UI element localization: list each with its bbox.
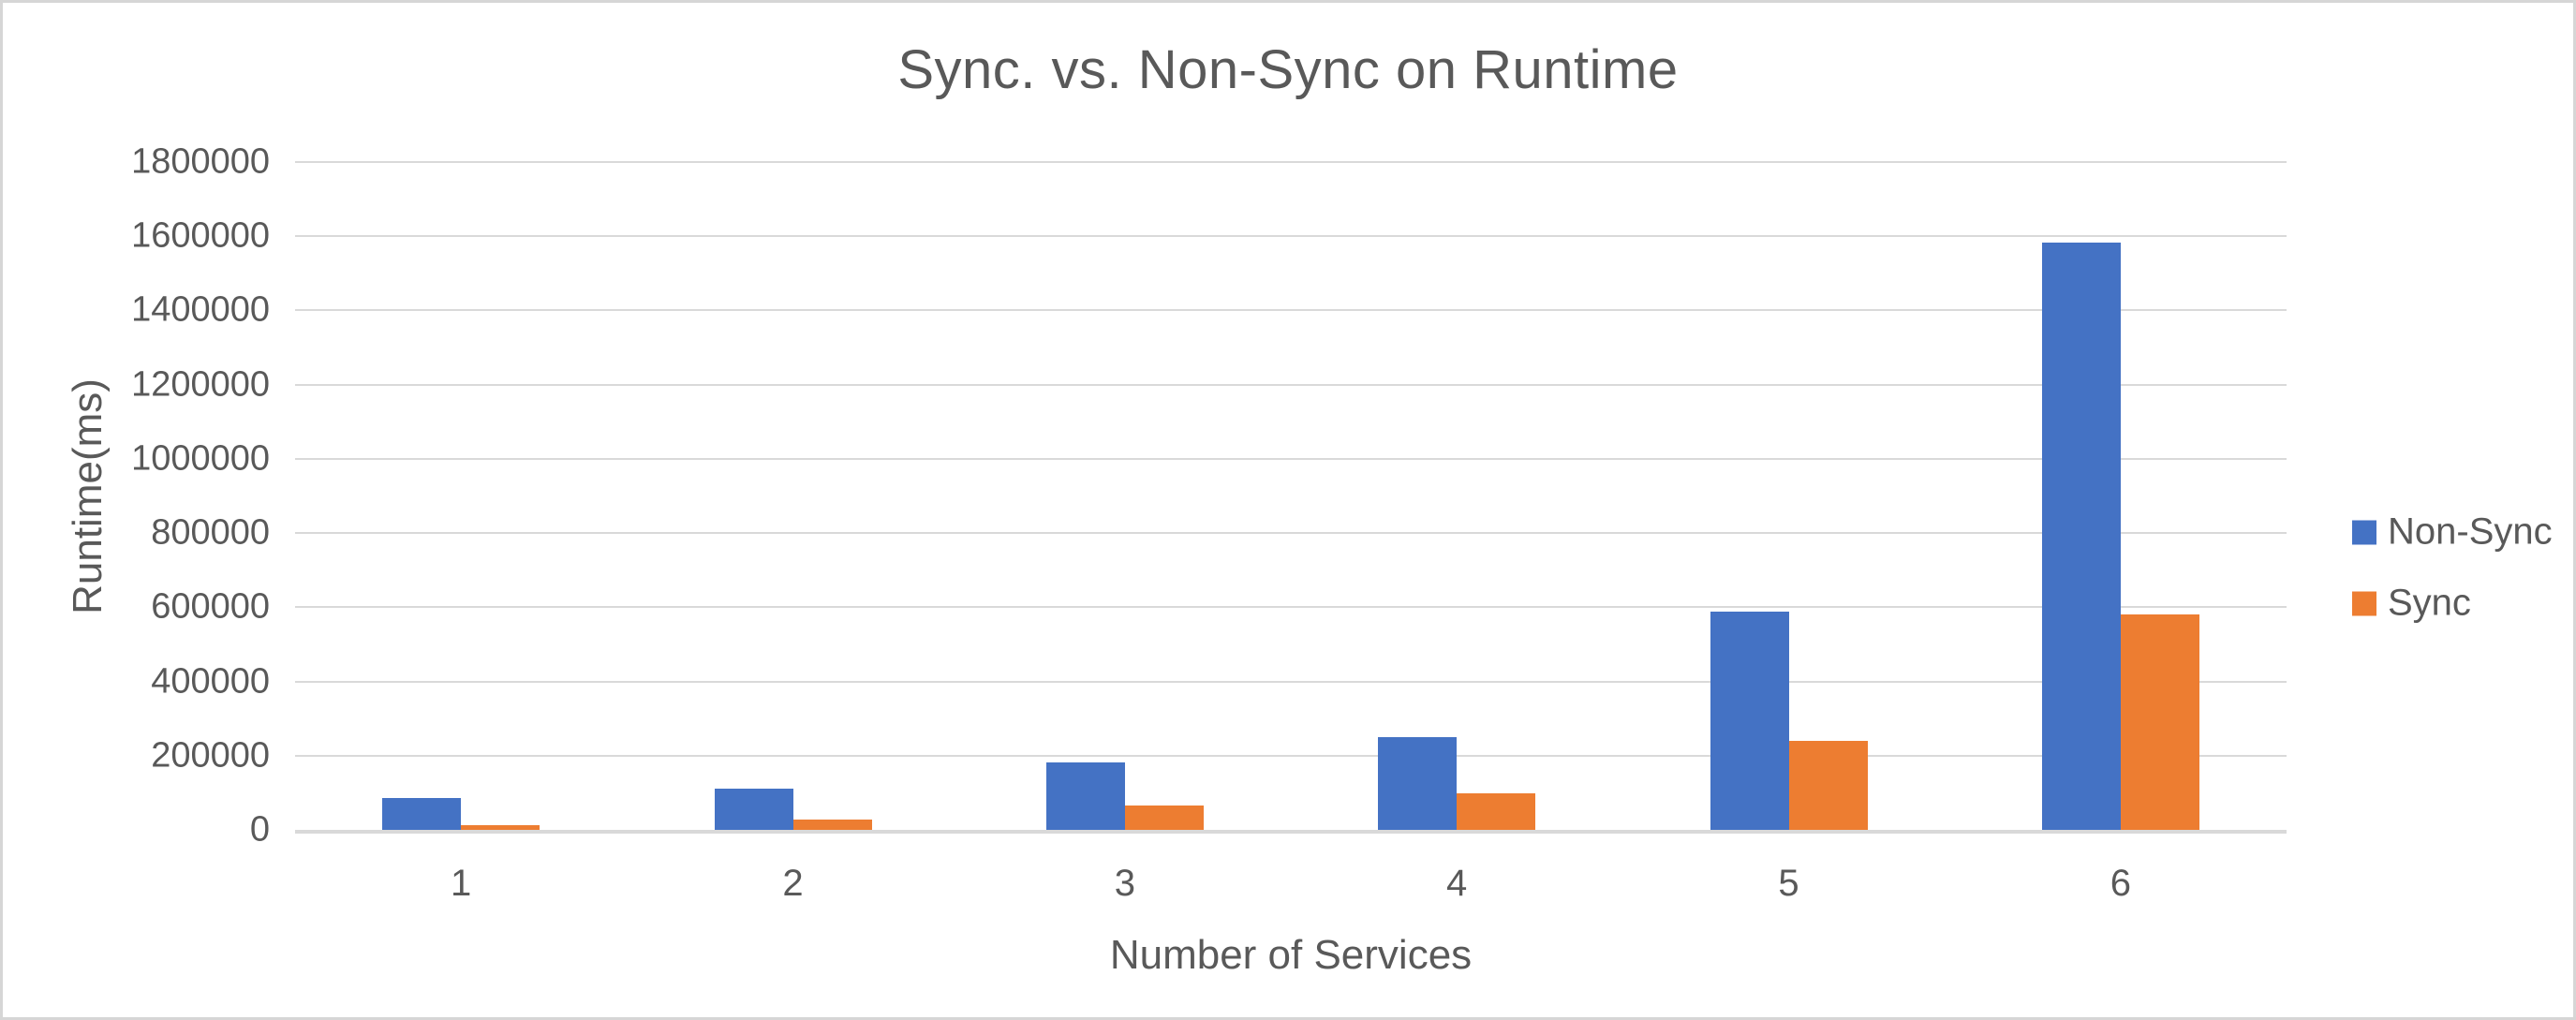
x-tick-label: 6 — [2110, 863, 2131, 904]
plot-area: 0 200000 400000 600000 800000 1000000 1200000 1… — [3, 3, 2573, 1017]
bar-non-sync — [1710, 612, 1789, 830]
gridline — [295, 680, 2287, 683]
x-tick-label: 1 — [451, 863, 472, 904]
bar-non-sync — [1378, 736, 1458, 830]
y-tick-label: 600000 — [151, 586, 270, 627]
y-tick-label: 1000000 — [131, 438, 270, 479]
y-tick-label: 1200000 — [131, 364, 270, 405]
x-tick-label: 2 — [782, 863, 804, 904]
y-tick-label: 0 — [249, 809, 270, 850]
y-tick-label: 1800000 — [131, 141, 270, 182]
bar-sync — [1457, 793, 1536, 830]
y-tick-label: 800000 — [151, 512, 270, 553]
gridline — [295, 532, 2287, 535]
gridline — [295, 457, 2287, 460]
legend-swatch-icon — [2352, 520, 2376, 544]
gridline — [295, 309, 2287, 312]
y-tick-label: 400000 — [151, 661, 270, 702]
bar-non-sync — [2041, 243, 2121, 830]
legend-swatch-icon — [2352, 591, 2376, 615]
legend-label: Non-Sync — [2388, 510, 2553, 553]
x-tick-label: 4 — [1446, 863, 1468, 904]
y-tick-label: 1400000 — [131, 289, 270, 330]
gridline — [295, 754, 2287, 757]
y-axis-title: Runtime(ms) — [65, 377, 111, 614]
bar-sync — [1124, 805, 1204, 830]
legend-label: Sync — [2388, 582, 2471, 624]
legend-item-sync: Sync — [2352, 583, 2471, 625]
bar-sync — [461, 824, 540, 830]
bar-sync — [2120, 613, 2199, 830]
gridline — [295, 606, 2287, 609]
bar-non-sync — [1045, 762, 1125, 830]
x-tick-label: 5 — [1778, 863, 1799, 904]
gridline — [295, 161, 2287, 163]
chart-title: Sync. vs. Non-Sync on Runtime — [897, 39, 1679, 100]
x-axis-line — [295, 830, 2287, 834]
x-axis-title: Number of Services — [1109, 932, 1473, 978]
bar-sync — [792, 819, 872, 830]
gridline — [295, 383, 2287, 386]
y-tick-label: 1600000 — [131, 215, 270, 256]
y-tick-label: 200000 — [151, 735, 270, 776]
gridline — [295, 235, 2287, 238]
bar-non-sync — [382, 797, 462, 830]
legend-item-non-sync: Non-Sync — [2352, 511, 2553, 554]
bar-non-sync — [714, 788, 793, 830]
x-tick-label: 3 — [1114, 863, 1135, 904]
bar-sync — [1788, 740, 1868, 830]
